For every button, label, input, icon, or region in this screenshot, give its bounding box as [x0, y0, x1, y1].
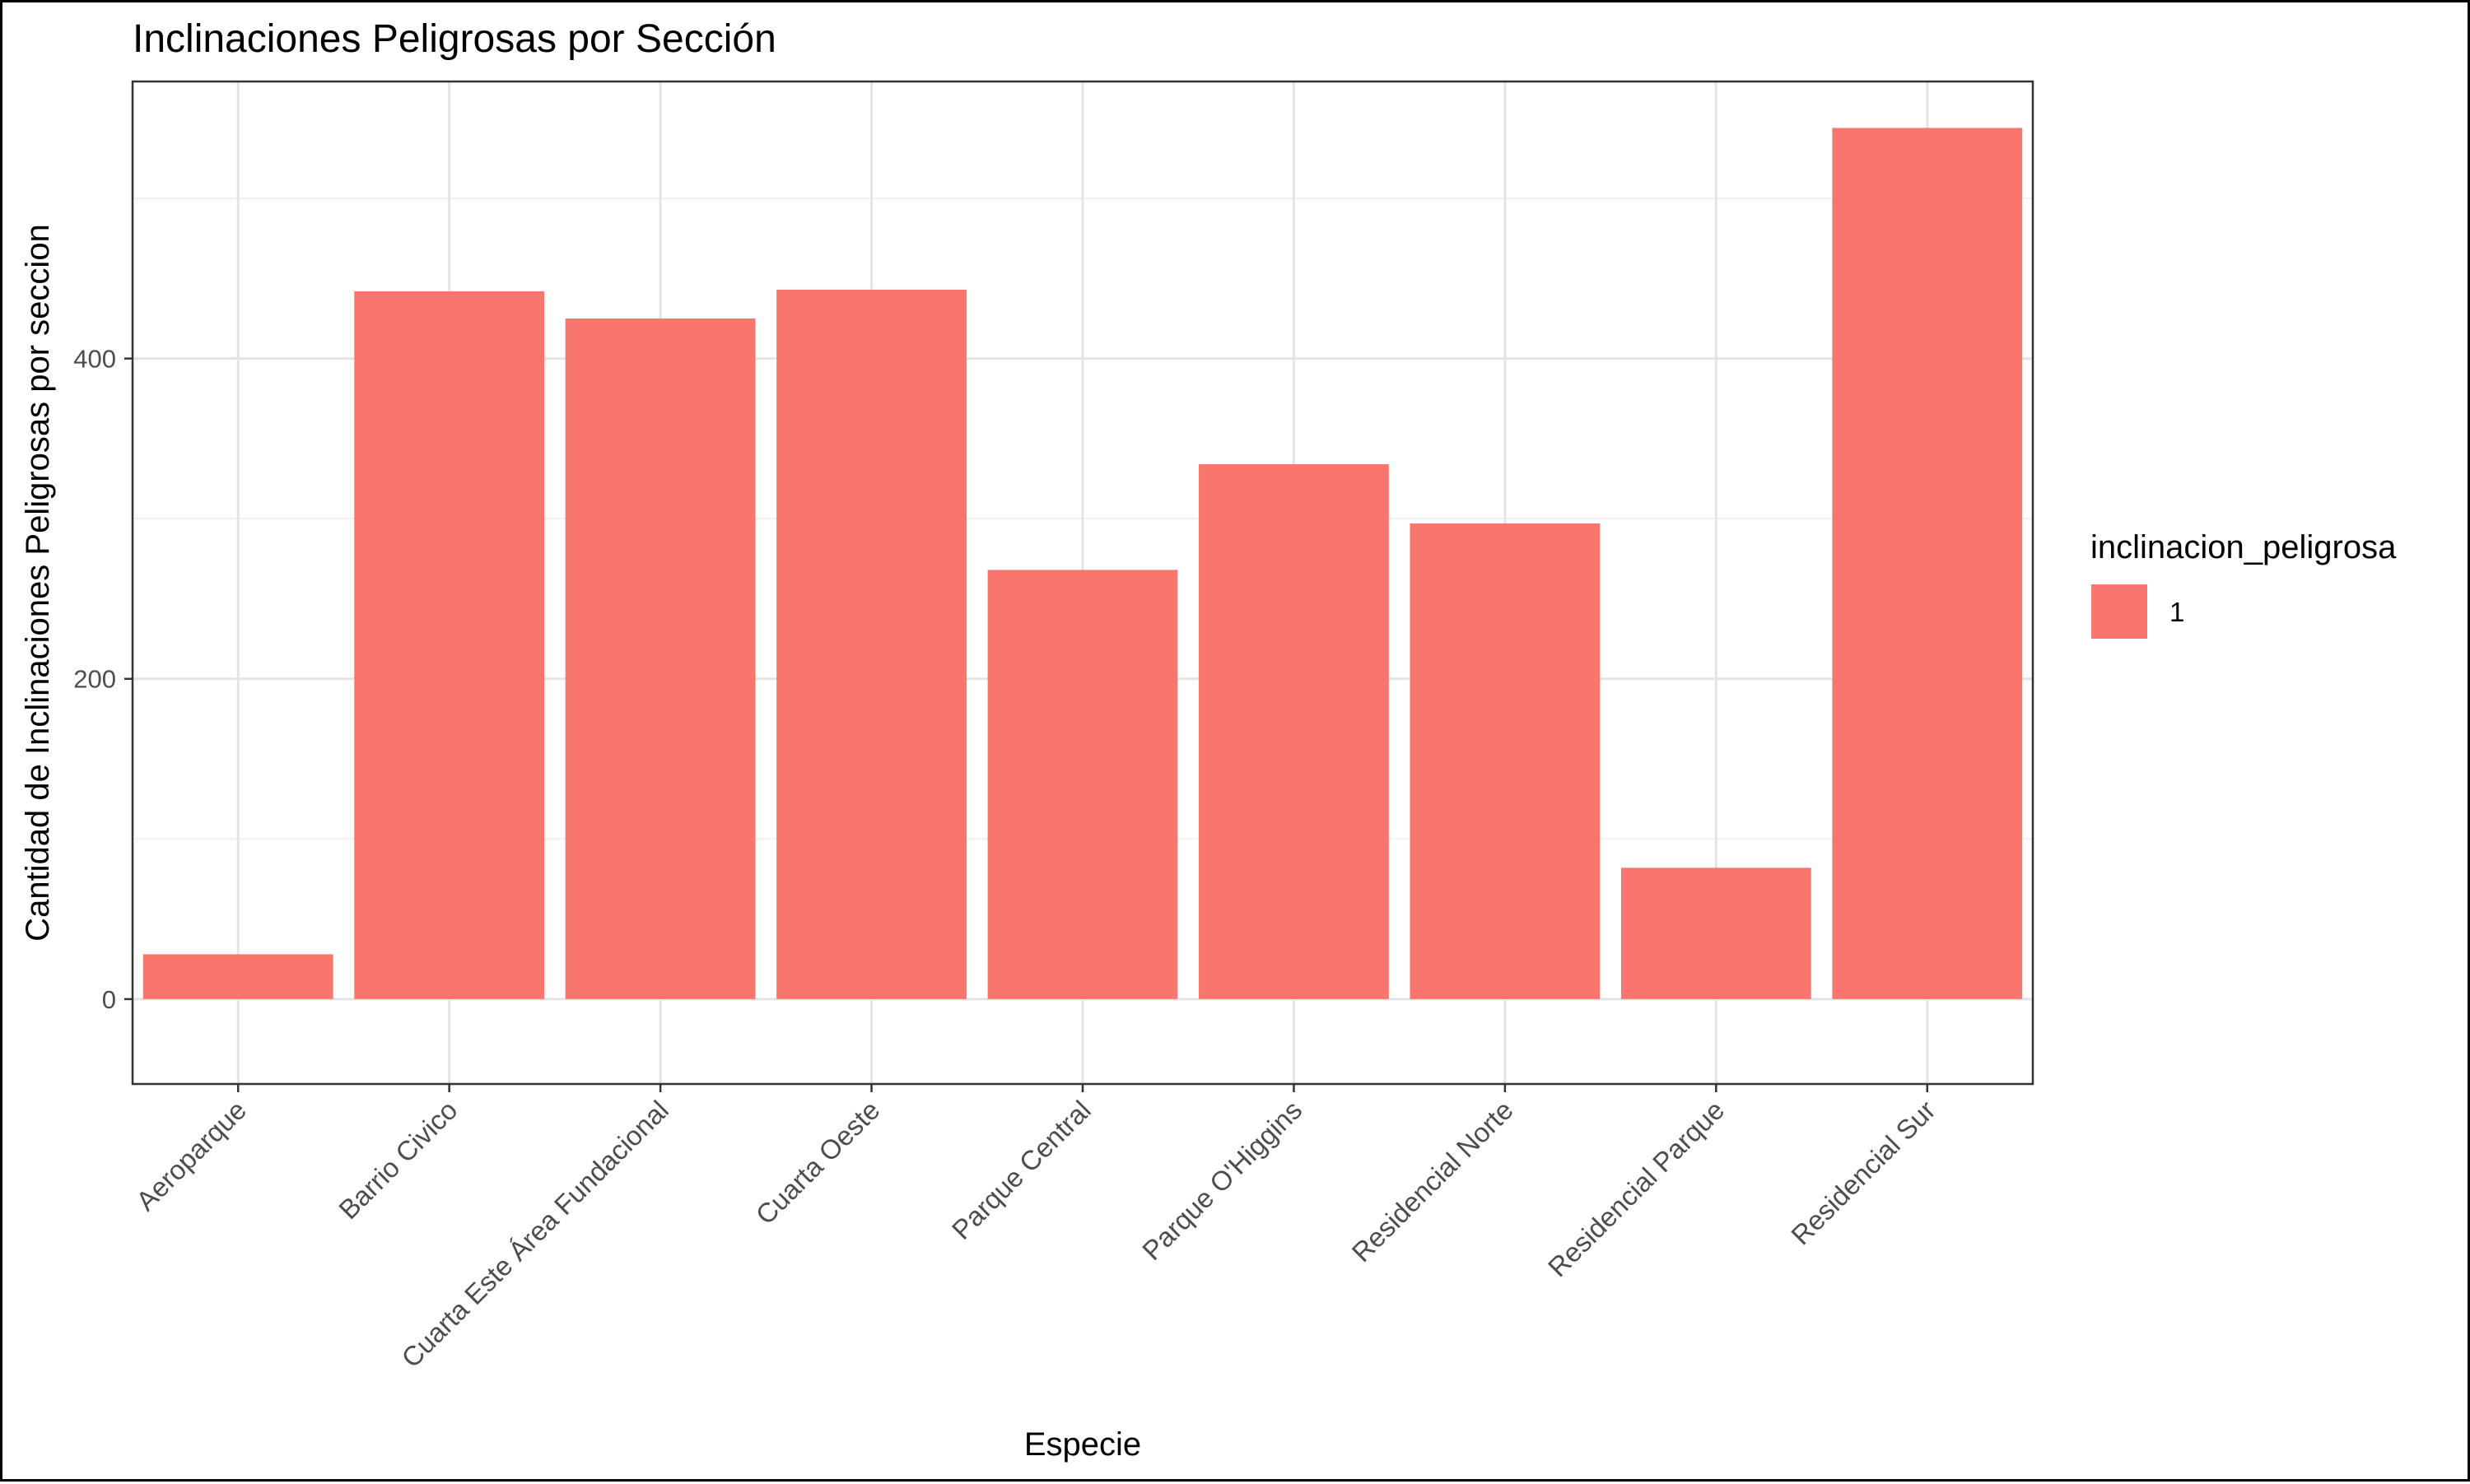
bar	[987, 570, 1178, 999]
y-axis: 0 200 400	[73, 345, 133, 1014]
bar	[1199, 464, 1389, 999]
bar	[776, 289, 967, 999]
bar	[1410, 523, 1601, 999]
legend-title: inclinacion_peligrosa	[2090, 529, 2397, 565]
y-tick-label: 0	[102, 985, 116, 1014]
bar	[565, 318, 756, 999]
x-tick-label: Parque O'Higgins	[1136, 1095, 1307, 1266]
y-tick-label: 400	[73, 345, 116, 374]
y-axis-title: Cantidad de Inclinaciones Peligrosas por…	[20, 224, 56, 942]
x-tick-label: Parque Central	[946, 1095, 1097, 1245]
chart-title: Inclinaciones Peligrosas por Sección	[133, 17, 776, 61]
bar	[142, 954, 333, 999]
bar	[1832, 128, 2023, 999]
x-axis-title: Especie	[1024, 1426, 1141, 1463]
legend-key-swatch	[2091, 584, 2147, 639]
x-tick-label: Aeroparque	[130, 1095, 252, 1217]
legend: inclinacion_peligrosa 1	[2090, 529, 2397, 639]
bar	[1620, 868, 1811, 999]
x-tick-label: Cuarta Oeste	[750, 1095, 886, 1230]
x-tick-label: Residencial Parque	[1542, 1095, 1731, 1283]
x-tick-label: Residencial Sur	[1785, 1095, 1941, 1251]
bar	[354, 291, 545, 999]
x-tick-label: Barrio Civico	[333, 1095, 463, 1225]
bars	[142, 128, 2023, 999]
y-tick-label: 200	[73, 665, 116, 694]
legend-label: 1	[2169, 597, 2184, 627]
x-tick-label: Residencial Norte	[1345, 1095, 1518, 1268]
